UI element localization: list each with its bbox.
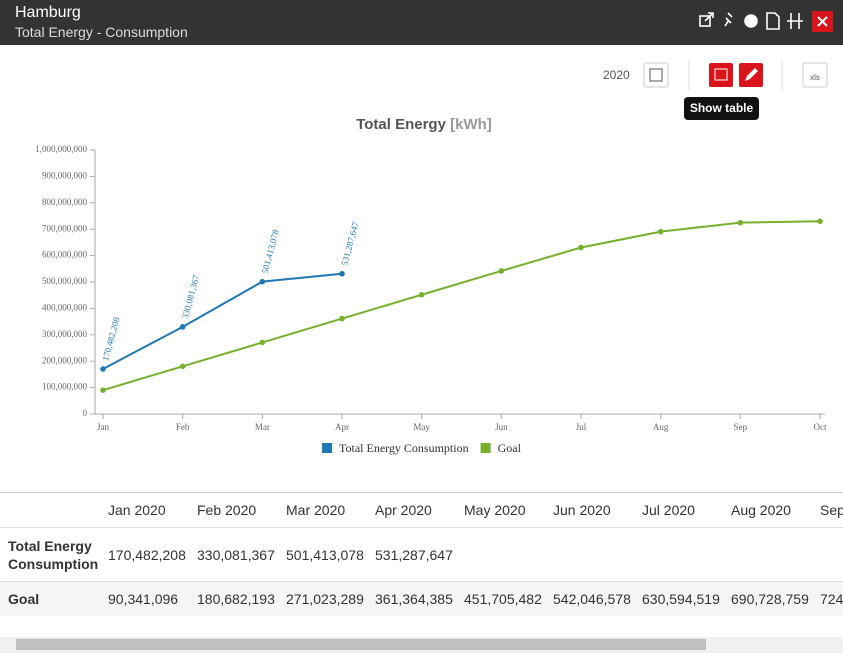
y-tick-label: 300,000,000: [42, 329, 88, 339]
y-tick-label: 1,000,000,000: [35, 144, 87, 154]
svg-text:Total Energy [kWh]: Total Energy [kWh]: [356, 116, 492, 133]
series-line: [102, 220, 821, 392]
table: Jan 2020 Feb 2020 Mar 2020 Apr 2020 May 2020…: [0, 492, 843, 616]
table-cell: 451,705,482: [464, 590, 542, 607]
info-icon[interactable]: [744, 14, 758, 28]
table-icon: [714, 68, 728, 81]
column-header: Jun 2020: [553, 502, 611, 518]
table-cell: 501,413,078: [286, 546, 364, 563]
chart-title: Total Energy: [356, 116, 446, 133]
header: Hamburg Total Energy - Consumption: [0, 0, 843, 45]
column-header: Jan 2020: [108, 502, 166, 518]
data-point: [100, 366, 106, 372]
y-tick-label: 800,000,000: [42, 197, 88, 207]
x-tick-label: May: [413, 422, 430, 432]
x-tick-label: Apr: [335, 422, 349, 432]
column-header: Sep 2020: [820, 502, 843, 518]
row-header: Total Energy Consumption: [8, 537, 99, 572]
table-row-bg: [0, 581, 843, 616]
resize-icon[interactable]: [787, 13, 803, 29]
table-cell: 330,081,367: [197, 546, 275, 563]
table-cell: 170,482,208: [108, 546, 186, 563]
data-point: [100, 387, 106, 393]
scrollbar[interactable]: [0, 637, 843, 653]
toolbar: xls Show table: [643, 60, 828, 120]
table-cell: 690,728,759: [731, 590, 809, 607]
table-cell: 180,682,193: [197, 590, 275, 607]
column-header: Feb 2020: [197, 502, 257, 518]
data-point: [657, 228, 664, 235]
x-tick-label: Oct: [814, 422, 827, 432]
x-tick-label: Feb: [176, 422, 190, 432]
row-header: Goal: [8, 590, 40, 607]
x-tick-label: Mar: [255, 422, 270, 432]
table-cell: 724,835,160: [820, 590, 843, 607]
y-tick-label: 100,000,000: [42, 382, 88, 392]
series-line: [102, 272, 343, 370]
table-header-row: [0, 492, 843, 528]
data-point: [339, 315, 345, 322]
y-tick-label: 400,000,000: [42, 302, 88, 312]
year-label: 2020: [603, 68, 630, 82]
y-tick-label: 900,000,000: [42, 170, 88, 180]
data-label: 531,287,647: [339, 220, 360, 267]
table-cell: 542,046,578: [553, 590, 631, 607]
tooltip: [684, 97, 759, 120]
legend-swatch: [322, 443, 332, 453]
data-point: [259, 339, 266, 346]
data-label: 330,081,367: [180, 273, 201, 320]
data-point: [418, 291, 425, 298]
popout-icon[interactable]: [699, 15, 711, 27]
data-point: [578, 244, 584, 251]
data-label: 170,482,208: [100, 316, 121, 363]
data-point: [259, 278, 266, 285]
chart-title-unit: [kWh]: [450, 116, 492, 133]
chart: Total Energy [kWh] 0 100,000,000 200,000,0…: [35, 116, 827, 455]
x-tick-label: Aug: [653, 422, 669, 432]
data-point: [817, 218, 823, 225]
calendar-icon: [649, 68, 663, 82]
data-point: [179, 324, 186, 330]
legend-label: Total Energy Consumption: [339, 441, 469, 455]
data-point: [737, 219, 744, 226]
data-label: 501,413,078: [260, 228, 281, 275]
column-header: Mar 2020: [286, 502, 346, 518]
table-cell: 90,341,096: [108, 590, 179, 607]
table-cell: 531,287,647: [375, 546, 453, 563]
data-point: [498, 268, 505, 274]
y-tick-label: 200,000,000: [42, 355, 88, 365]
table-cell: 271,023,289: [286, 590, 364, 607]
tooltip-text: Show table: [690, 101, 754, 115]
pdf-icon[interactable]: [766, 12, 780, 30]
header-title: Hamburg: [15, 4, 81, 21]
header-subtitle: Total Energy - Consumption: [15, 24, 188, 40]
legend-swatch: [480, 443, 491, 453]
data-point: [179, 363, 186, 370]
table-cell: 361,364,385: [375, 590, 453, 607]
column-header: Aug 2020: [731, 502, 791, 518]
scrollbar-thumb[interactable]: [16, 639, 706, 650]
pin-icon[interactable]: [724, 12, 733, 27]
data-point: [339, 270, 345, 277]
y-tick-label: 500,000,000: [42, 276, 88, 286]
header-icons: [699, 11, 833, 32]
popout-arrow: [704, 12, 714, 22]
x-tick-label: Jul: [576, 422, 587, 432]
table-cell: 630,594,519: [642, 590, 720, 607]
legend-label: Goal: [498, 441, 522, 455]
y-tick-label: 700,000,000: [42, 223, 88, 233]
x-tick-label: Jan: [97, 422, 109, 432]
edit-icon: [745, 68, 758, 81]
x-tick-label: Sep: [734, 422, 748, 432]
x-tick-label: Jun: [495, 422, 508, 432]
close-icon: [817, 16, 828, 27]
column-header: Jul 2020: [642, 502, 695, 518]
export-button[interactable]: [802, 62, 828, 88]
y-tick-label: 0: [83, 408, 88, 418]
y-tick-label: 600,000,000: [42, 250, 88, 260]
export-label: xls: [810, 73, 820, 82]
column-header: May 2020: [464, 502, 526, 518]
column-header: Apr 2020: [375, 502, 432, 518]
